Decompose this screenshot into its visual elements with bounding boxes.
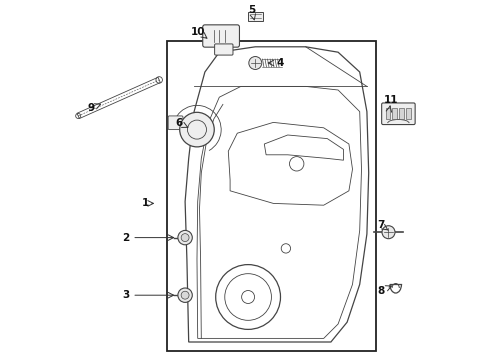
Bar [385,108,389,119]
FancyBboxPatch shape [203,25,239,47]
Text: 7: 7 [376,220,384,230]
Bar [392,108,396,119]
Circle shape [178,230,192,245]
Circle shape [181,291,189,299]
Text: 2: 2 [122,233,129,243]
Circle shape [178,288,192,302]
FancyBboxPatch shape [168,116,183,130]
Text: 5: 5 [247,5,255,15]
Text: 1: 1 [142,198,149,208]
Text: 8: 8 [376,286,384,296]
FancyBboxPatch shape [214,44,232,55]
Text: 6: 6 [175,118,182,128]
FancyBboxPatch shape [381,103,414,125]
Bar [167,41,375,351]
Circle shape [181,234,189,242]
Text: 9: 9 [88,103,95,113]
Circle shape [248,57,261,69]
Bar [247,12,262,21]
Text: 4: 4 [276,58,284,68]
Bar [406,108,410,119]
Text: 10: 10 [191,27,205,37]
Circle shape [381,226,394,239]
Text: 11: 11 [384,95,398,105]
Bar [399,108,403,119]
Circle shape [179,112,214,147]
Text: 3: 3 [122,290,129,300]
